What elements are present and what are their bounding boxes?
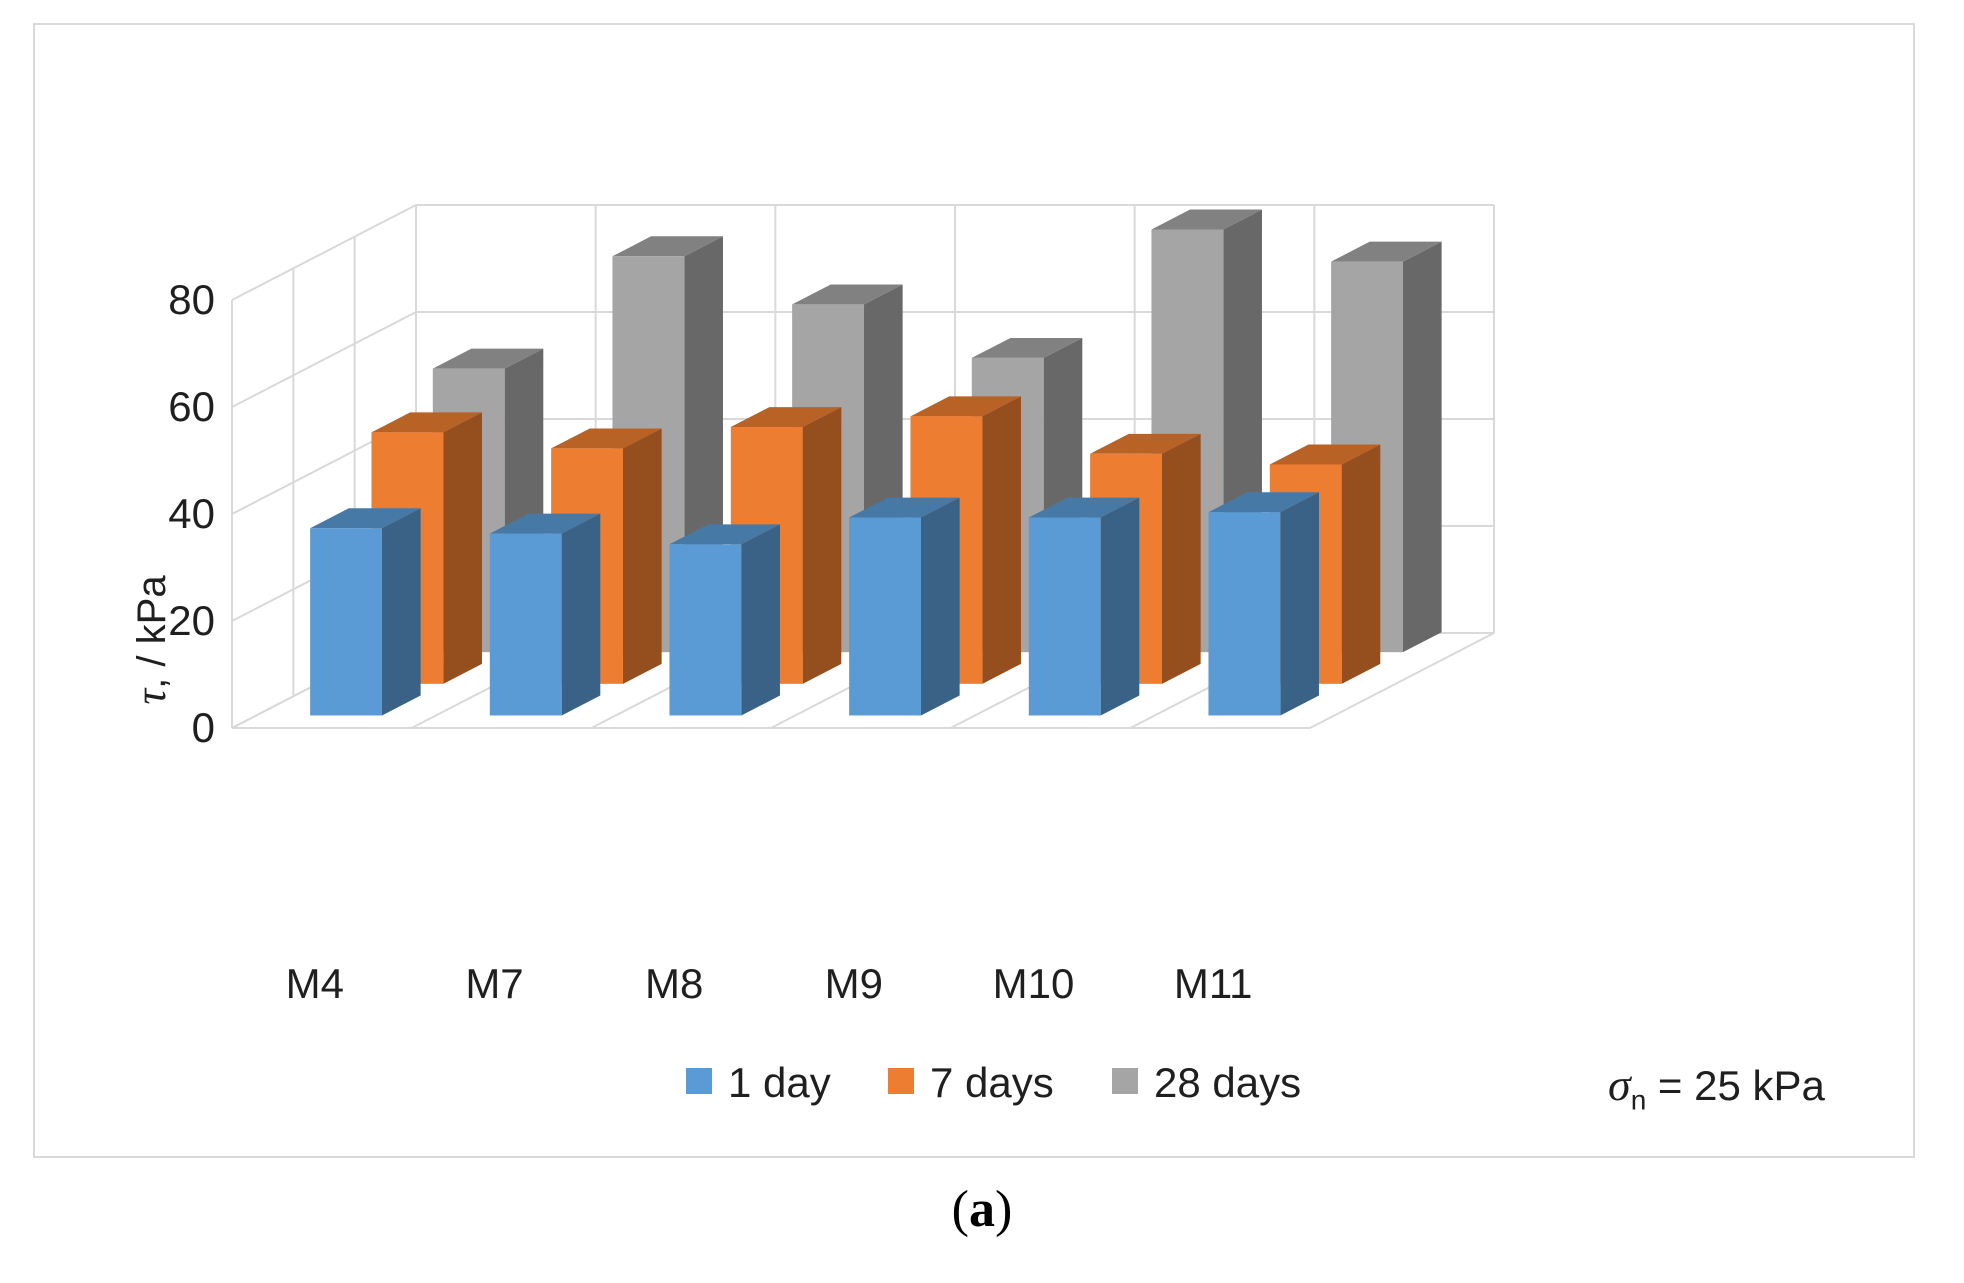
- bar-top-face: [1269, 444, 1381, 465]
- bar-side-face: [802, 407, 842, 684]
- bar-top-face: [730, 407, 842, 428]
- bar-side-face: [561, 513, 601, 716]
- bar-top-face: [1090, 433, 1201, 454]
- bar-side-face: [1402, 241, 1442, 653]
- sigma-symbol: σ: [1608, 1059, 1631, 1110]
- x-category-label: M7: [465, 960, 523, 1007]
- bars: [310, 209, 1442, 716]
- bar-side-face: [1161, 433, 1201, 684]
- gridline-floor: [1309, 632, 1495, 729]
- bar-top-face: [1331, 241, 1442, 262]
- bar-top-face: [489, 513, 601, 534]
- bar-side-face: [920, 497, 960, 716]
- bar-side-face: [982, 396, 1021, 684]
- bar-front-face: [310, 528, 382, 716]
- legend-swatch-1-day: [686, 1068, 712, 1094]
- bar-front-face: [1028, 517, 1101, 716]
- x-axis-category-labels: M4 M7 M8 M9 M10 M11: [286, 960, 1253, 1007]
- bar-top-face: [849, 497, 960, 518]
- legend-label-7-days: 7 days: [930, 1059, 1054, 1106]
- legend-swatch-7-days: [888, 1068, 914, 1094]
- bar-top-face: [551, 428, 662, 449]
- bar-top-face: [669, 524, 780, 545]
- normal-stress-annotation: σn = 25 kPa: [1608, 1058, 1825, 1116]
- x-category-label: M11: [1174, 960, 1253, 1007]
- bar-front-face: [489, 533, 562, 716]
- y-tick-label: 80: [168, 276, 215, 323]
- legend-swatch-28-days: [1112, 1068, 1138, 1094]
- bar-1-day-m4: [310, 508, 421, 716]
- bar-top-face: [612, 236, 723, 257]
- bar-side-face: [1100, 497, 1140, 716]
- legend-label-1-day: 1 day: [728, 1059, 831, 1106]
- bar-front-face: [669, 544, 742, 716]
- legend-label-28-days: 28 days: [1154, 1059, 1302, 1106]
- bar-1-day-m7: [489, 513, 601, 716]
- bar-side-face: [1341, 444, 1381, 684]
- gridline-side-wall: [231, 204, 417, 301]
- bar-top-face: [310, 508, 421, 529]
- bar-top-face: [1208, 492, 1319, 513]
- x-category-label: M8: [645, 960, 703, 1007]
- bar-1-day-m11: [1208, 492, 1319, 716]
- bar-side-face: [622, 428, 662, 684]
- y-tick-label: 20: [168, 597, 215, 644]
- x-category-label: M10: [993, 960, 1075, 1007]
- bar-1-day-m8: [669, 524, 780, 716]
- y-axis-title-unit: , / kPa: [130, 575, 174, 689]
- bar-side-face: [381, 508, 421, 716]
- bar-1-day-m10: [1028, 497, 1140, 716]
- bar-top-face: [371, 412, 482, 433]
- bar-top-face: [1028, 497, 1140, 518]
- bar-1-day-m9: [849, 497, 960, 716]
- panel-label: (a): [951, 1181, 1013, 1238]
- gridline-side-wall: [231, 311, 417, 408]
- y-axis-tick-labels: 0 20 40 60 80: [168, 276, 215, 751]
- bar-top-face: [910, 396, 1021, 417]
- bar-top-face: [971, 337, 1083, 358]
- x-category-label: M9: [825, 960, 883, 1007]
- bar-side-face: [443, 412, 482, 684]
- y-tick-label: 0: [192, 704, 215, 751]
- bar-side-face: [741, 524, 780, 716]
- bar-front-face: [849, 517, 921, 716]
- y-axis-title: τ, / kPa: [126, 575, 175, 705]
- y-tick-label: 40: [168, 490, 215, 537]
- bar-top-face: [1151, 209, 1262, 230]
- sigma-value: = 25 kPa: [1646, 1062, 1825, 1109]
- sigma-subscript: n: [1630, 1084, 1647, 1116]
- panel-letter: a: [969, 1181, 995, 1238]
- bar-front-face: [1208, 512, 1281, 716]
- y-axis-title-symbol: τ: [126, 687, 175, 705]
- bar-side-face: [1280, 492, 1319, 716]
- x-category-label: M4: [286, 960, 344, 1007]
- bar-top-face: [792, 284, 903, 305]
- y-tick-label: 60: [168, 383, 215, 430]
- bar-top-face: [432, 348, 544, 369]
